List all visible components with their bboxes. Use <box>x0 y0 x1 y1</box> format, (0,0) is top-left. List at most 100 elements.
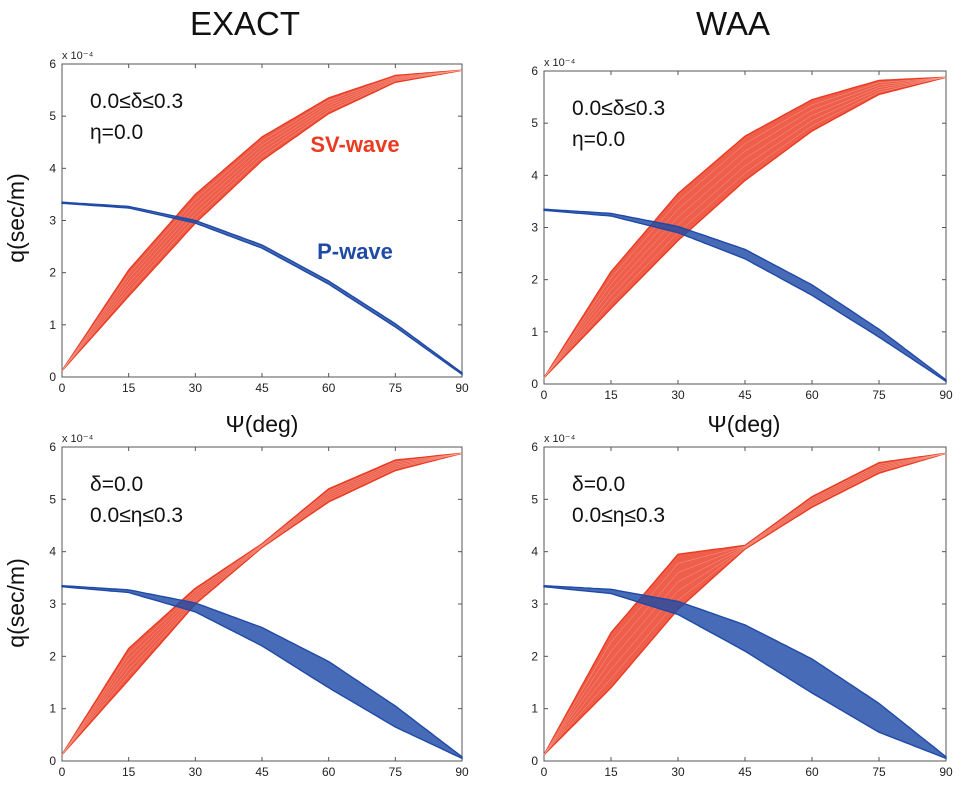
parameter-label-1: 0.0≤δ≤0.3 <box>572 97 665 120</box>
y-tick-label: 4 <box>49 545 56 559</box>
p-wave-label: P-wave <box>317 239 393 264</box>
sv-wave-hatch-line <box>543 77 947 378</box>
y-axis-label: q(sec/m) <box>3 173 29 262</box>
x-tick-label: 45 <box>255 381 269 395</box>
x-tick-label: 45 <box>738 388 752 402</box>
sv-wave-label: SV-wave <box>310 132 399 157</box>
parameter-label-2: 0.0≤η≤0.3 <box>572 504 665 527</box>
y-tick-label: 4 <box>49 161 56 175</box>
y-tick-label: 3 <box>49 597 56 611</box>
p-wave-band <box>61 201 463 376</box>
y-tick-label: 2 <box>531 273 538 287</box>
y-tick-label: 1 <box>531 702 538 716</box>
x-tick-label: 15 <box>122 765 136 779</box>
sv-wave-hatch-line <box>543 77 947 378</box>
x-tick-label: 0 <box>59 381 66 395</box>
p-wave-band <box>61 584 463 760</box>
p-wave-band <box>543 208 947 383</box>
y-tick-label: 3 <box>531 597 538 611</box>
x-tick-label: 0 <box>59 765 66 779</box>
x-tick-label: 15 <box>604 388 618 402</box>
x-tick-label: 90 <box>455 765 469 779</box>
p-wave-band <box>543 584 947 760</box>
sv-wave-hatch-line <box>61 70 463 371</box>
sv-wave-hatch-line <box>543 77 947 378</box>
y-tick-label: 4 <box>531 168 538 182</box>
x-tick-label: 30 <box>189 765 203 779</box>
y-tick-label: 0 <box>531 377 538 391</box>
y-tick-label: 6 <box>49 440 56 454</box>
sv-wave-hatch-line <box>543 453 947 755</box>
y-tick-label: 1 <box>531 325 538 339</box>
x-tick-label: 30 <box>189 381 203 395</box>
sv-wave-hatch-line <box>61 453 463 755</box>
y-tick-label: 5 <box>49 109 56 123</box>
x-axis-label: Ψ(deg) <box>226 411 299 437</box>
y-tick-label: 4 <box>531 545 538 559</box>
parameter-label-2: η=0.0 <box>572 128 625 151</box>
x-tick-label: 15 <box>122 381 136 395</box>
y-tick-label: 3 <box>531 221 538 235</box>
x-tick-label: 15 <box>604 765 618 779</box>
parameter-label-1: 0.0≤δ≤0.3 <box>90 90 183 113</box>
x-tick-label: 45 <box>738 765 752 779</box>
x-tick-label: 75 <box>389 765 403 779</box>
x-tick-label: 60 <box>805 388 819 402</box>
x-tick-label: 90 <box>939 765 953 779</box>
y-tick-label: 1 <box>49 702 56 716</box>
parameter-label-1: δ=0.0 <box>90 473 143 496</box>
y-tick-label: 0 <box>49 754 56 768</box>
sv-wave-hatch-line <box>543 453 947 755</box>
x-tick-label: 60 <box>322 381 336 395</box>
y-tick-label: 2 <box>49 266 56 280</box>
y-tick-label: 5 <box>531 492 538 506</box>
parameter-label-2: 0.0≤η≤0.3 <box>90 504 183 527</box>
column-title-waa: WAA <box>696 5 770 42</box>
y-tick-label: 2 <box>531 649 538 663</box>
column-title-exact: EXACT <box>190 5 300 42</box>
x-tick-label: 30 <box>671 765 685 779</box>
x-tick-label: 0 <box>541 388 548 402</box>
y-tick-label: 1 <box>49 318 56 332</box>
x-tick-label: 0 <box>541 765 548 779</box>
y-tick-label: 6 <box>531 64 538 78</box>
sv-wave-hatch-line <box>61 70 463 371</box>
parameter-label-1: δ=0.0 <box>572 473 625 496</box>
y-tick-label: 6 <box>531 440 538 454</box>
y-exponent-label: x 10⁻⁴ <box>62 433 94 445</box>
y-exponent-label: x 10⁻⁴ <box>544 57 576 69</box>
x-axis-label: Ψ(deg) <box>708 411 781 437</box>
x-tick-label: 75 <box>872 388 886 402</box>
y-tick-label: 0 <box>531 754 538 768</box>
x-tick-label: 90 <box>455 381 469 395</box>
sv-wave-hatch-line <box>61 453 463 755</box>
x-tick-label: 30 <box>671 388 685 402</box>
x-tick-label: 90 <box>939 388 953 402</box>
sv-wave-hatch-line <box>61 70 463 371</box>
y-tick-label: 0 <box>49 370 56 384</box>
sv-wave-hatch-line <box>543 77 947 378</box>
x-tick-label: 75 <box>389 381 403 395</box>
sv-wave-hatch-line <box>61 70 463 371</box>
x-tick-label: 60 <box>805 765 819 779</box>
sv-wave-hatch-line <box>61 70 463 371</box>
y-tick-label: 5 <box>531 116 538 130</box>
sv-wave-hatch-line <box>543 77 947 378</box>
y-tick-label: 3 <box>49 214 56 228</box>
y-tick-label: 2 <box>49 649 56 663</box>
y-exponent-label: x 10⁻⁴ <box>544 433 576 445</box>
parameter-label-2: η=0.0 <box>90 121 143 144</box>
sv-wave-hatch-line <box>61 453 463 755</box>
y-tick-label: 6 <box>49 57 56 71</box>
sv-wave-hatch-line <box>61 453 463 755</box>
x-tick-label: 75 <box>872 765 886 779</box>
sv-wave-hatch-line <box>61 453 463 755</box>
sv-wave-hatch-line <box>543 453 947 755</box>
x-tick-label: 45 <box>255 765 269 779</box>
sv-wave-hatch-line <box>543 453 947 755</box>
